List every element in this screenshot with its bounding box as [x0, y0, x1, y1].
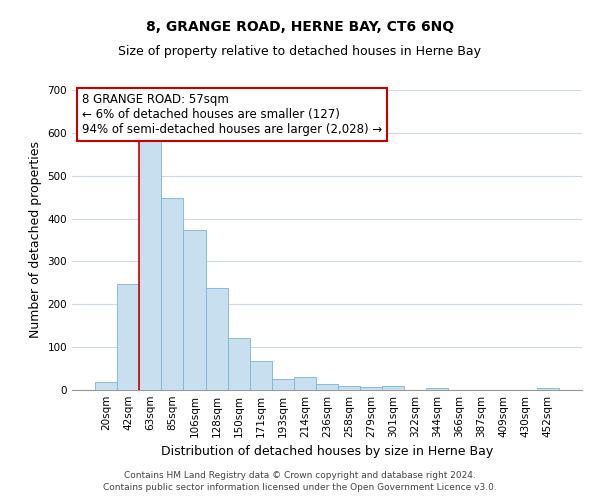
Bar — [316, 384, 338, 390]
Y-axis label: Number of detached properties: Number of detached properties — [29, 142, 42, 338]
Bar — [139, 140, 161, 390]
Bar — [272, 380, 294, 390]
Text: Size of property relative to detached houses in Herne Bay: Size of property relative to detached ho… — [119, 45, 482, 58]
Bar — [161, 198, 184, 390]
Text: 8, GRANGE ROAD, HERNE BAY, CT6 6NQ: 8, GRANGE ROAD, HERNE BAY, CT6 6NQ — [146, 20, 454, 34]
Bar — [206, 288, 227, 390]
Bar — [427, 388, 448, 390]
Text: Contains public sector information licensed under the Open Government Licence v3: Contains public sector information licen… — [103, 484, 497, 492]
Bar — [537, 388, 559, 390]
Bar — [117, 284, 139, 390]
Bar — [294, 377, 316, 390]
Bar — [360, 387, 382, 390]
Bar — [227, 338, 250, 390]
Bar — [382, 386, 404, 390]
Bar — [95, 382, 117, 390]
Text: 8 GRANGE ROAD: 57sqm
← 6% of detached houses are smaller (127)
94% of semi-detac: 8 GRANGE ROAD: 57sqm ← 6% of detached ho… — [82, 93, 382, 136]
X-axis label: Distribution of detached houses by size in Herne Bay: Distribution of detached houses by size … — [161, 446, 493, 458]
Bar — [184, 230, 206, 390]
Text: Contains HM Land Registry data © Crown copyright and database right 2024.: Contains HM Land Registry data © Crown c… — [124, 471, 476, 480]
Bar — [250, 362, 272, 390]
Bar — [338, 386, 360, 390]
